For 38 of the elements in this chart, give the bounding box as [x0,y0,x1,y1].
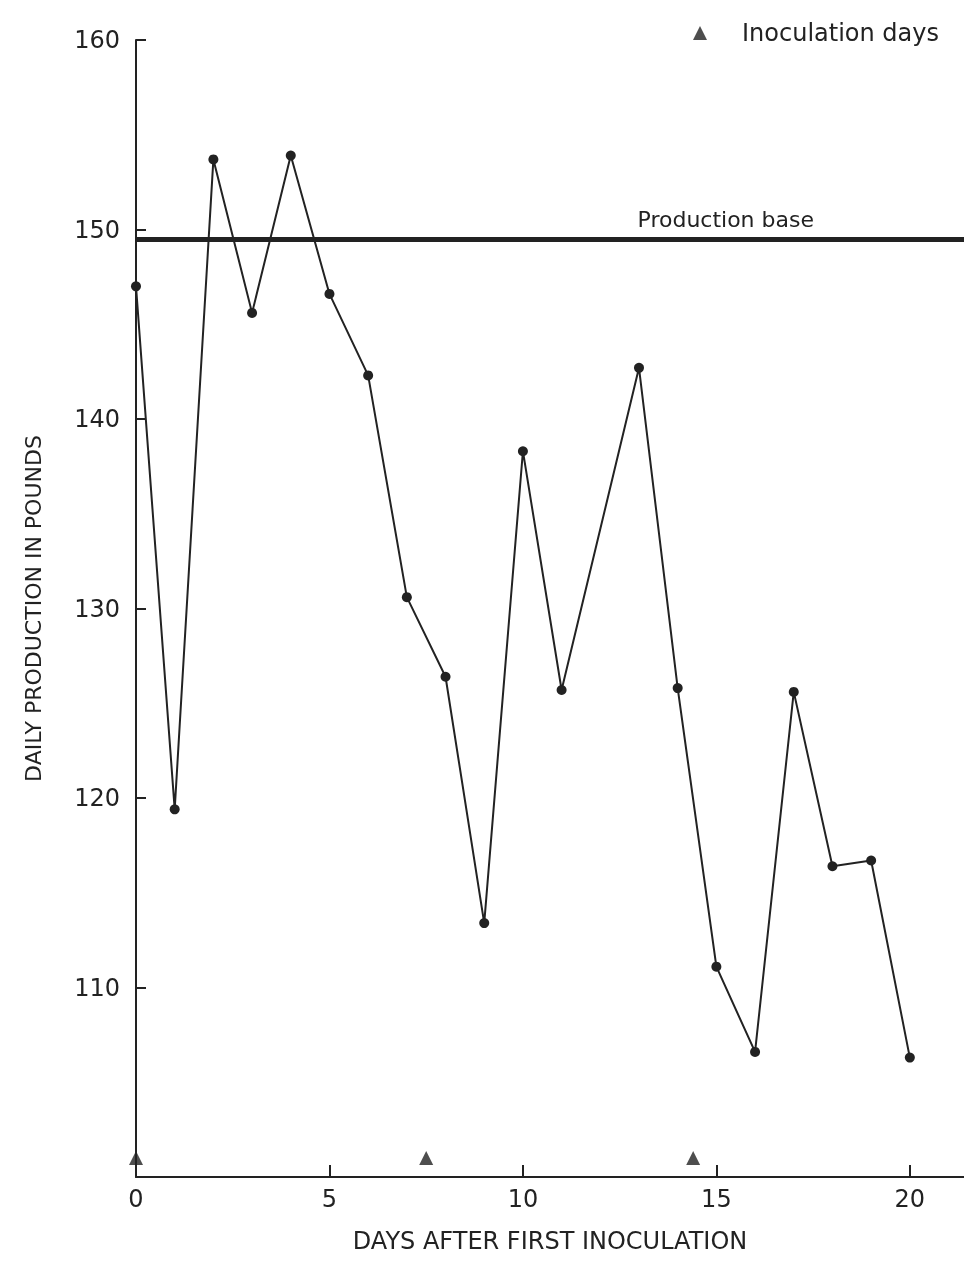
x-tick-label: 10 [507,1185,539,1213]
point [750,1046,761,1057]
point [866,855,877,866]
y-axis-title: DAILY PRODUCTION IN POUNDS [20,435,46,782]
point [904,1052,915,1063]
point [479,918,490,929]
y-tick-label: 110 [74,973,120,1002]
point [517,446,528,457]
point [208,154,219,165]
point [129,1151,143,1166]
point [363,370,374,381]
point [788,686,799,697]
y-tick-label: 130 [74,594,120,623]
y-tick-label: 120 [74,784,120,812]
point [827,861,838,872]
point [131,281,141,292]
ref-line-label: Production base [637,207,814,233]
point [634,362,644,373]
point [711,961,722,972]
point [247,307,258,318]
legend-label: Inoculation days [742,19,940,47]
x-tick-label: 20 [894,1185,926,1213]
point [401,592,412,603]
x-axis-title: DAYS AFTER FIRST INOCULATION [352,1227,748,1255]
x-tick-label: 0 [128,1185,144,1213]
y-tick-label: 150 [74,215,120,244]
point [440,671,451,682]
point [672,683,683,694]
x-tick-label: 15 [701,1185,732,1213]
point [169,804,180,815]
point [419,1151,434,1166]
y-tick-label: 160 [74,26,120,54]
point [686,1151,701,1166]
point [556,684,567,695]
x-tick-label: 5 [321,1185,338,1213]
point [285,150,296,161]
y-tick-label: 140 [74,405,120,433]
point [324,288,335,299]
